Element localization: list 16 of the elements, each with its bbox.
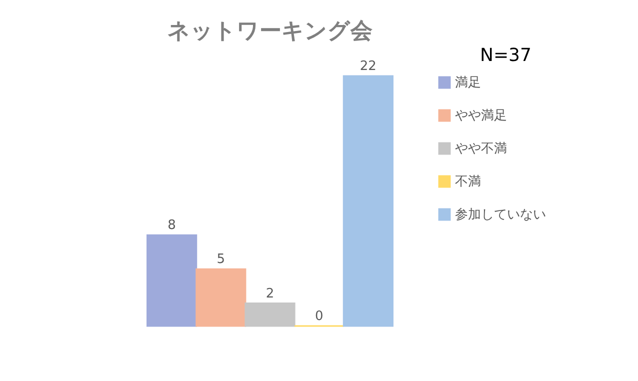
chart-title: ネットワーキング会 — [168, 19, 374, 44]
bar — [244, 302, 296, 327]
data-label: 8 — [168, 218, 176, 234]
legend-label: 満足 — [455, 76, 481, 90]
bar — [196, 268, 246, 327]
legend-label: やや満足 — [455, 108, 507, 124]
legend-label: 不満 — [455, 174, 481, 190]
data-label: 5 — [216, 252, 226, 268]
data-label: 2 — [266, 286, 274, 302]
legend-label: 参加していない — [455, 208, 546, 222]
bar — [342, 75, 394, 327]
data-label: 0 — [314, 309, 324, 324]
legend-label: やや不満 — [455, 142, 507, 156]
bar — [146, 234, 198, 327]
data-label: 22 — [360, 59, 376, 74]
text: N=37 — [480, 45, 532, 66]
